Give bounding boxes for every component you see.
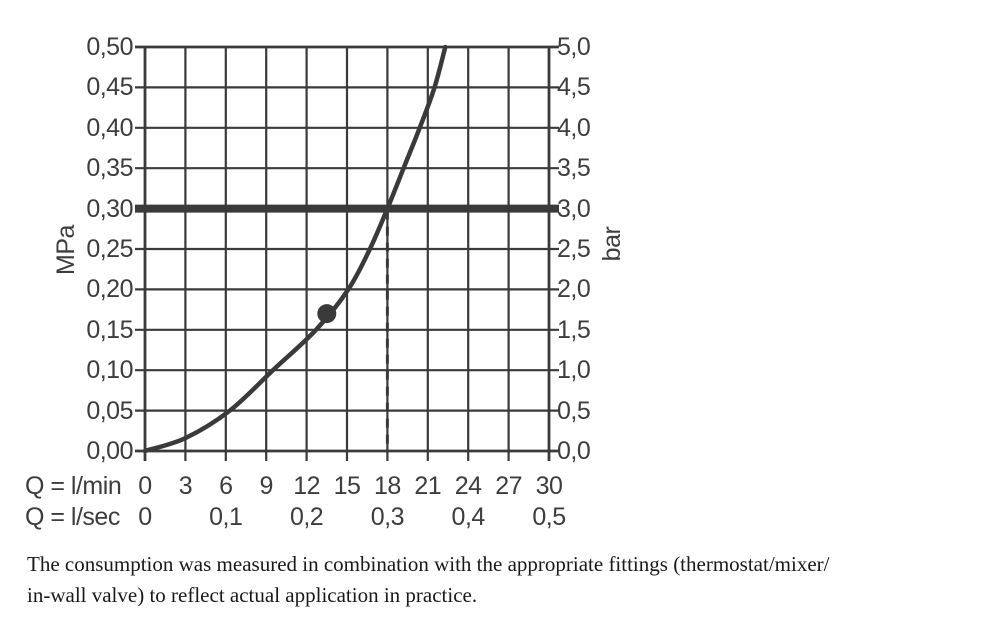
y-axis-left-unit-label: MPa — [52, 225, 80, 275]
y-left-tick-label: 0,10 — [86, 356, 133, 385]
x-axis-lmin-row-label: Q = l/min — [25, 472, 122, 500]
x-lmin-tick-label: 0 — [138, 472, 152, 500]
caption-line-1: The consumption was measured in combinat… — [27, 552, 830, 576]
y-right-tick-label: 2,5 — [557, 235, 591, 263]
x-lmin-tick-label: 21 — [414, 472, 442, 500]
x-lmin-tick-label: 15 — [333, 472, 361, 500]
y-right-tick-label: 3,5 — [557, 154, 591, 183]
x-lsec-tick-label: 0,5 — [532, 503, 566, 531]
y-right-tick-label: 4,0 — [557, 113, 591, 142]
x-lsec-tick-label: 0,4 — [451, 503, 486, 531]
x-lsec-tick-label: 0,3 — [370, 503, 405, 531]
flow-pressure-curve — [142, 44, 448, 454]
y-left-tick-label: 0,30 — [86, 194, 133, 223]
x-lmin-tick-label: 3 — [178, 472, 193, 500]
y-axis-right-unit-label: bar — [598, 226, 626, 262]
y-left-tick-label: 0,25 — [86, 235, 133, 263]
x-lsec-tick-label: 0 — [138, 503, 152, 531]
caption: The consumption was measured in combinat… — [27, 549, 987, 611]
y-left-tick-label: 0,05 — [86, 396, 133, 425]
x-lmin-tick-label: 18 — [373, 472, 401, 500]
y-right-tick-label: 1,0 — [557, 356, 591, 385]
x-lsec-tick-label: 0,1 — [209, 503, 243, 531]
caption-line-2: in-wall valve) to reflect actual applica… — [27, 583, 478, 607]
y-left-tick-label: 0,35 — [86, 154, 133, 183]
y-left-tick-label: 0,40 — [86, 113, 133, 142]
x-lmin-tick-label: 30 — [535, 472, 563, 500]
y-right-tick-label: 3,0 — [557, 194, 591, 223]
curve-marker-dot — [317, 304, 337, 324]
x-lmin-tick-label: 9 — [259, 472, 273, 500]
x-lmin-tick-label: 6 — [219, 472, 233, 500]
y-right-tick-label: 0,5 — [557, 396, 591, 425]
y-left-tick-label: 0,20 — [86, 275, 133, 304]
x-lmin-tick-label: 12 — [293, 472, 320, 500]
y-right-tick-label: 5,0 — [557, 33, 591, 61]
y-left-tick-label: 0,45 — [86, 73, 133, 102]
x-lmin-tick-label: 27 — [495, 472, 522, 500]
y-left-tick-label: 0,15 — [86, 315, 133, 344]
y-left-tick-label: 0,50 — [86, 33, 133, 61]
y-right-tick-label: 4,5 — [557, 73, 591, 102]
y-right-tick-label: 0,0 — [557, 437, 591, 465]
y-right-tick-label: 2,0 — [557, 275, 591, 304]
y-right-tick-label: 1,5 — [557, 315, 591, 344]
x-lsec-tick-label: 0,2 — [289, 503, 324, 531]
y-left-tick-label: 0,00 — [86, 437, 133, 465]
x-lmin-tick-label: 24 — [454, 472, 482, 500]
x-axis-lsec-row-label: Q = l/sec — [25, 503, 120, 531]
